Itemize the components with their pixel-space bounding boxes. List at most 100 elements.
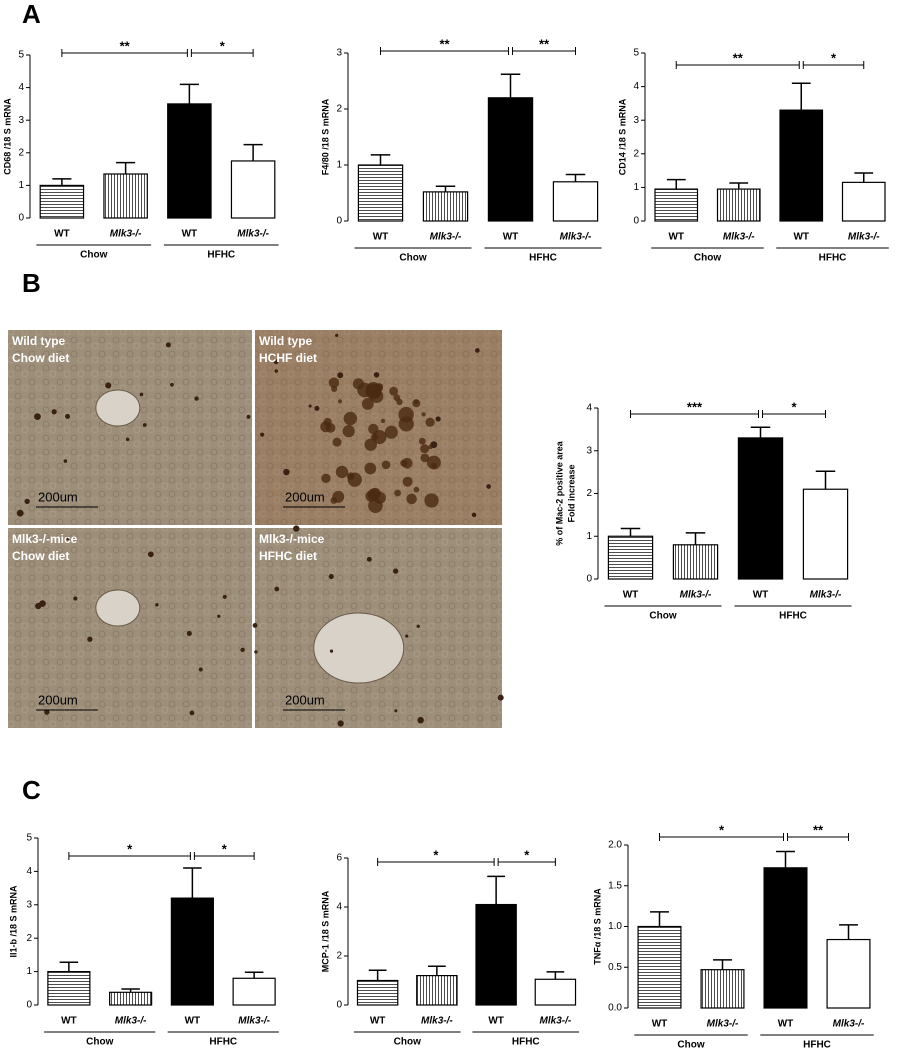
y-tick-label: 1 <box>586 531 592 542</box>
y-axis-label: CD68 /18 S mRNA <box>2 98 12 175</box>
y-tick-label: 2.0 <box>608 840 622 851</box>
significance: ** <box>813 822 824 837</box>
stain <box>394 709 398 713</box>
stain <box>332 490 345 503</box>
x-tick-label: Mlk3-/- <box>848 232 880 243</box>
stain <box>343 411 358 426</box>
stain <box>222 594 227 599</box>
bar <box>716 188 761 222</box>
stain <box>328 377 340 388</box>
bar <box>422 191 469 222</box>
x-tick-label: WT <box>652 1019 668 1030</box>
bar <box>230 160 276 219</box>
significance: * <box>220 38 226 53</box>
y-tick-label: 3 <box>336 48 342 59</box>
x-tick-label: Mlk3-/- <box>238 1016 270 1027</box>
x-tick-label: WT <box>668 232 684 243</box>
micrograph-label: HCHF diet <box>259 351 317 365</box>
stain <box>246 414 251 419</box>
x-tick-label: Mlk3-/- <box>237 229 269 240</box>
bar <box>167 103 212 219</box>
significance: * <box>791 399 797 414</box>
bar <box>170 897 214 1006</box>
x-tick-label: Mlk3-/- <box>421 1016 453 1027</box>
stain <box>352 378 365 390</box>
bar <box>826 938 871 1009</box>
x-tick-label: Mlk3-/- <box>680 590 712 601</box>
significance: * <box>222 841 228 856</box>
bar <box>763 867 808 1009</box>
significance: ** <box>539 36 550 51</box>
stain <box>398 416 414 432</box>
stain <box>430 441 438 449</box>
stain <box>252 623 258 628</box>
x-tick-label: Mlk3-/- <box>110 229 142 240</box>
stain <box>105 382 112 389</box>
stain <box>34 413 41 421</box>
vessel <box>95 589 141 627</box>
y-tick-label: 4 <box>26 866 32 877</box>
bar <box>737 437 784 580</box>
y-tick-label: 0 <box>336 216 342 227</box>
x-tick-label: Mlk3-/- <box>707 1019 739 1030</box>
stain <box>325 423 336 433</box>
scale-label: 200um <box>38 489 78 504</box>
x-tick-label: WT <box>623 590 639 601</box>
y-tick-label: 0 <box>26 1000 32 1011</box>
panel-label: B <box>22 268 41 298</box>
stain <box>425 417 435 427</box>
y-tick-label: 0.5 <box>608 962 622 973</box>
bar <box>487 97 534 222</box>
x-tick-label: Mlk3-/- <box>430 232 462 243</box>
stain <box>368 423 379 435</box>
x-tick-label: Mlk3-/- <box>115 1016 147 1027</box>
group-label: Chow <box>677 1040 704 1050</box>
stain <box>125 437 130 442</box>
group-label: Chow <box>86 1037 113 1048</box>
stain <box>431 462 437 469</box>
x-tick-label: Mlk3-/- <box>833 1019 865 1030</box>
group-label: HFHC <box>803 1040 831 1050</box>
y-tick-label: 0 <box>586 574 592 585</box>
x-tick-label: Mlk3-/- <box>540 1016 572 1027</box>
bar <box>103 173 148 219</box>
scale-label: 200um <box>285 489 325 504</box>
stain <box>170 382 174 387</box>
y-tick-label: 1.5 <box>608 880 622 891</box>
stain <box>321 473 331 484</box>
stain <box>361 397 374 410</box>
y-tick-label: 3 <box>633 115 639 126</box>
group-label: Chow <box>649 611 676 622</box>
x-tick-label: WT <box>503 232 519 243</box>
y-tick-label: 2 <box>633 148 639 159</box>
stain <box>63 459 68 463</box>
stain <box>426 455 441 470</box>
x-tick-label: WT <box>793 232 809 243</box>
significance: * <box>524 847 530 862</box>
bar <box>232 977 276 1006</box>
y-tick-label: 1 <box>336 160 342 171</box>
stain <box>314 405 320 411</box>
y-tick-label: 1 <box>18 180 24 191</box>
stain <box>420 444 430 454</box>
group-label: Chow <box>694 253 721 264</box>
x-tick-label: WT <box>753 590 769 601</box>
stain <box>16 509 24 517</box>
group-label: HFHC <box>819 253 847 264</box>
y-tick-label: 2 <box>18 147 24 158</box>
bar <box>654 188 699 222</box>
scale-label: 200um <box>38 692 78 707</box>
stain <box>389 386 399 396</box>
y-tick-label: 0 <box>633 216 639 227</box>
micrograph-label: Wild type <box>12 334 66 348</box>
bar <box>552 181 599 222</box>
stain <box>329 649 334 653</box>
stain <box>39 600 46 607</box>
micrograph-label: Wild type <box>259 334 313 348</box>
micrograph <box>8 528 252 728</box>
group-label: Chow <box>399 253 426 264</box>
stain <box>380 418 386 424</box>
bar <box>109 991 153 1006</box>
stain <box>475 348 480 353</box>
